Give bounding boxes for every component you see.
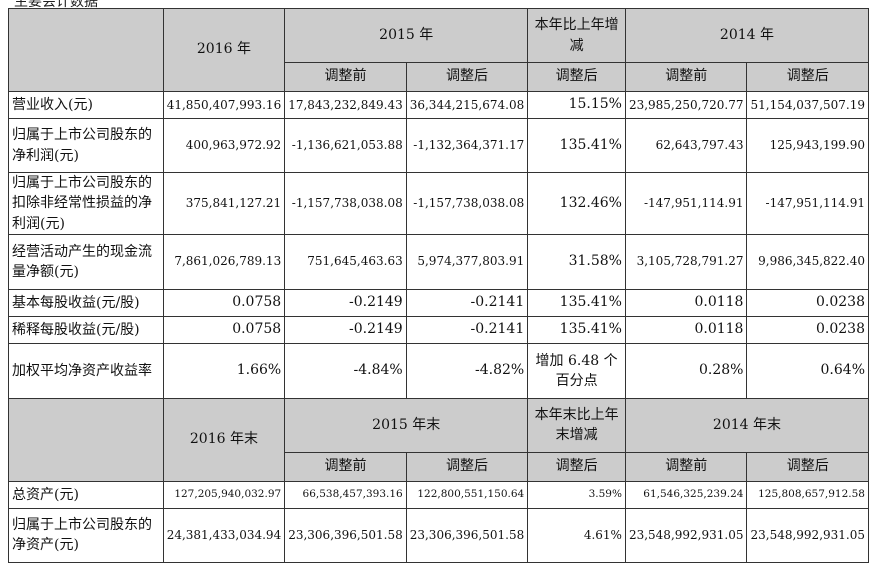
value-change: 3.59% [527, 480, 626, 509]
value-change: 4.61% [527, 507, 626, 563]
row-label: 总资产(元) [8, 480, 164, 509]
value-2015-before: 751,645,463.63 [284, 233, 407, 290]
value-2015-before: 66,538,457,393.16 [284, 480, 407, 509]
value-change: 135.41% [527, 315, 626, 344]
value-2014-before: 0.0118 [624, 288, 748, 317]
value-2016: 41,850,407,993.16 [162, 91, 286, 119]
header-subrow: 调整前 调整后 调整后 调整前 调整后 [9, 451, 869, 482]
header-year-prev2: 2014 年末 [624, 397, 869, 453]
header-change-title: 本年末比上年末增减 [527, 397, 626, 453]
value-2014-before: 61,546,325,239.24 [624, 480, 748, 509]
value-2014-after: 0.0238 [746, 315, 869, 344]
header-year-current: 2016 年 [162, 8, 286, 92]
header-after-adjust: 调整后 [746, 451, 869, 482]
header-year-prev: 2015 年 [284, 8, 529, 63]
value-2014-before: 23,548,992,931.05 [624, 507, 748, 563]
value-2015-before: 17,843,232,849.43 [284, 91, 407, 119]
table-row: 加权平均净资产收益率 1.66% -4.84% -4.82% 增加 6.48 个… [8, 342, 869, 399]
financial-data-table: 2016 年 2015 年 本年比上年增减 2014 年 调整前 调整后 调整后… [8, 8, 869, 563]
value-2014-after: -147,951,114.91 [746, 172, 869, 235]
value-2014-after: 0.64% [746, 342, 869, 399]
value-2016: 7,861,026,789.13 [162, 233, 286, 290]
value-2014-after: 125,943,199.90 [746, 118, 869, 173]
header-year-current: 2016 年末 [162, 397, 286, 482]
value-2015-after: -4.82% [405, 342, 529, 399]
value-2015-after: 5,974,377,803.91 [405, 233, 529, 290]
value-2015-after: -1,132,364,371.17 [405, 118, 529, 173]
value-change: 135.41% [527, 288, 626, 317]
value-2015-after: 122,800,551,150.64 [405, 480, 529, 509]
header-empty-cell [8, 8, 164, 92]
header-year-prev: 2015 年末 [284, 397, 529, 453]
table-row: 基本每股收益(元/股) 0.0758 -0.2149 -0.2141 135.4… [8, 288, 869, 317]
row-label: 归属于上市公司股东的净资产(元) [8, 507, 164, 563]
header-after-adjust: 调整后 [405, 62, 529, 92]
table-row: 稀释每股收益(元/股) 0.0758 -0.2149 -0.2141 135.4… [8, 315, 869, 344]
header-subrow: 调整前 调整后 调整后 调整前 调整后 [9, 62, 869, 92]
value-2015-after: 23,306,396,501.58 [405, 507, 529, 563]
value-2014-before: 0.28% [624, 342, 748, 399]
value-2016: 400,963,972.92 [162, 118, 286, 173]
header-change-sub: 调整后 [527, 62, 626, 92]
header-before-adjust: 调整前 [624, 451, 748, 482]
value-2016: 1.66% [162, 342, 286, 399]
value-2015-before: -0.2149 [284, 288, 407, 317]
header-before-adjust: 调整前 [284, 62, 407, 92]
value-2014-after: 51,154,037,507.19 [746, 91, 869, 119]
header-after-adjust: 调整后 [746, 62, 869, 92]
value-change: 15.15% [527, 91, 626, 119]
value-2016: 375,841,127.21 [162, 172, 286, 235]
value-change: 31.58% [527, 233, 626, 290]
header-before-adjust: 调整前 [624, 62, 748, 92]
table-row: 归属于上市公司股东的净利润(元) 400,963,972.92 -1,136,6… [8, 118, 869, 173]
value-2015-after: 36,344,215,674.08 [405, 91, 529, 119]
value-change: 132.46% [527, 172, 626, 235]
value-2014-before: -147,951,114.91 [624, 172, 748, 235]
value-2016: 0.0758 [162, 288, 286, 317]
value-2015-after: -1,157,738,038.08 [405, 172, 529, 235]
value-change: 135.41% [527, 118, 626, 173]
value-2014-before: 62,643,797.43 [624, 118, 748, 173]
row-label: 经营活动产生的现金流量净额(元) [8, 233, 164, 290]
value-2015-before: -0.2149 [284, 315, 407, 344]
table-row: 经营活动产生的现金流量净额(元) 7,861,026,789.13 751,64… [8, 233, 869, 290]
value-2014-before: 3,105,728,791.27 [624, 233, 748, 290]
table-row: 总资产(元) 127,205,940,032.97 66,538,457,393… [8, 480, 869, 509]
header-row: 2016 年 2015 年 本年比上年增减 2014 年 [8, 8, 869, 92]
value-change: 增加 6.48 个百分点 [527, 342, 626, 399]
value-2015-before: -4.84% [284, 342, 407, 399]
value-2014-after: 125,808,657,912.58 [746, 480, 869, 509]
value-2014-before: 0.0118 [624, 315, 748, 344]
row-label: 营业收入(元) [8, 91, 164, 119]
row-label: 归属于上市公司股东的净利润(元) [8, 118, 164, 173]
value-2015-before: -1,157,738,038.08 [284, 172, 407, 235]
value-2015-after: -0.2141 [405, 315, 529, 344]
table-row: 营业收入(元) 41,850,407,993.16 17,843,232,849… [8, 91, 869, 119]
table-row: 归属于上市公司股东的净资产(元) 24,381,433,034.94 23,30… [8, 507, 869, 563]
header-year-prev2: 2014 年 [624, 8, 869, 63]
value-2015-after: -0.2141 [405, 288, 529, 317]
value-2016: 24,381,433,034.94 [162, 507, 286, 563]
value-2015-before: -1,136,621,053.88 [284, 118, 407, 173]
row-label: 归属于上市公司股东的扣除非经常性损益的净利润(元) [8, 172, 164, 235]
value-2016: 127,205,940,032.97 [162, 480, 286, 509]
row-label: 基本每股收益(元/股) [8, 288, 164, 317]
row-label: 稀释每股收益(元/股) [8, 315, 164, 344]
header-change-sub: 调整后 [527, 451, 626, 482]
header-before-adjust: 调整前 [284, 451, 407, 482]
table-row: 归属于上市公司股东的扣除非经常性损益的净利润(元) 375,841,127.21… [8, 172, 869, 235]
top-caption-fragment: 主要会计数据 [0, 0, 869, 8]
header-row: 2016 年末 2015 年末 本年末比上年末增减 2014 年末 [8, 397, 869, 482]
header-empty-cell [8, 397, 164, 482]
top-caption: 主要会计数据 [14, 0, 98, 8]
value-2014-after: 9,986,345,822.40 [746, 233, 869, 290]
value-2014-before: 23,985,250,720.77 [624, 91, 748, 119]
row-label: 加权平均净资产收益率 [8, 342, 164, 399]
header-after-adjust: 调整后 [405, 451, 529, 482]
value-2016: 0.0758 [162, 315, 286, 344]
value-2014-after: 23,548,992,931.05 [746, 507, 869, 563]
value-2015-before: 23,306,396,501.58 [284, 507, 407, 563]
header-change-title: 本年比上年增减 [527, 8, 626, 63]
value-2014-after: 0.0238 [746, 288, 869, 317]
